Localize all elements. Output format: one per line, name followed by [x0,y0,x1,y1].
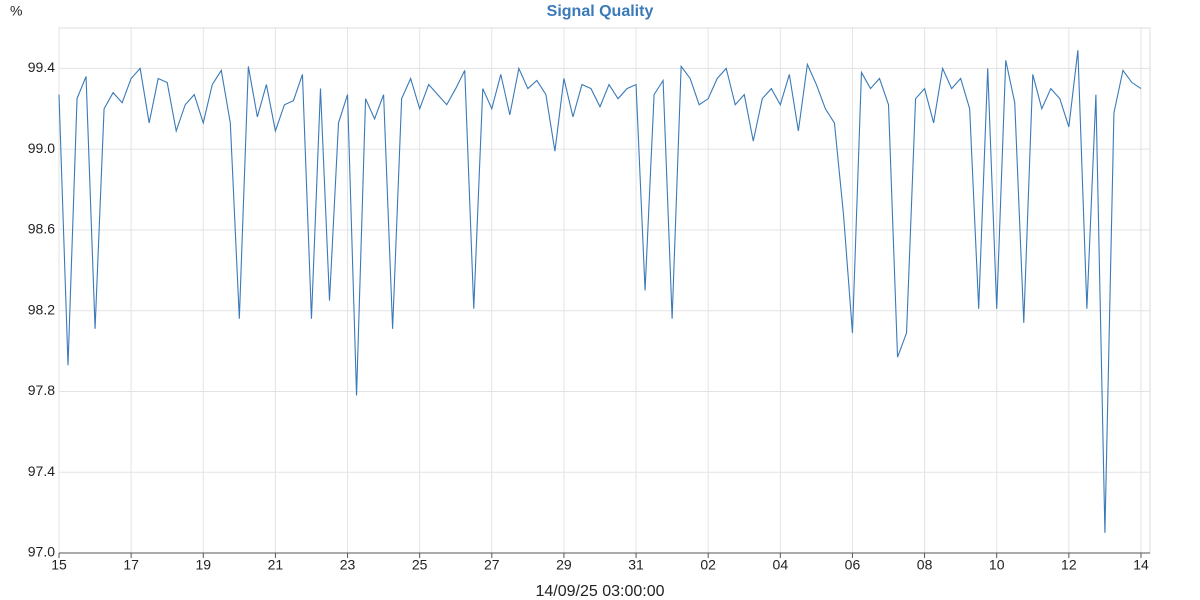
x-tick-label: 31 [628,557,644,573]
data-line [58,50,1142,533]
x-tick-label: 08 [917,557,933,573]
x-tick-label: 29 [556,557,572,573]
x-tick-label: 12 [1061,557,1077,573]
x-tick-label: 23 [340,557,356,573]
x-tick-label: 06 [845,557,861,573]
x-tick-label: 27 [484,557,500,573]
y-tick-label: 99.4 [28,59,55,75]
x-tick-label: 02 [700,557,716,573]
x-axis-label: 14/09/25 03:00:00 [535,583,664,600]
y-tick-label: 97.0 [28,544,55,560]
x-tick-label: 19 [195,557,211,573]
x-tick-label: 21 [268,557,284,573]
y-tick-label: 98.2 [28,301,55,317]
x-tick-label: 04 [773,557,789,573]
y-tick-label: 97.4 [28,463,55,479]
y-tick-label: 97.8 [28,382,55,398]
x-tick-label: 25 [412,557,428,573]
x-tick-label: 17 [123,557,139,573]
y-axis-label: % [10,3,22,19]
y-tick-label: 98.6 [28,221,55,237]
y-tick-label: 99.0 [28,140,55,156]
x-tick-label: 14 [1133,557,1149,573]
x-tick-label: 15 [51,557,67,573]
chart-title: Signal Quality [547,3,654,20]
x-tick-label: 10 [989,557,1005,573]
